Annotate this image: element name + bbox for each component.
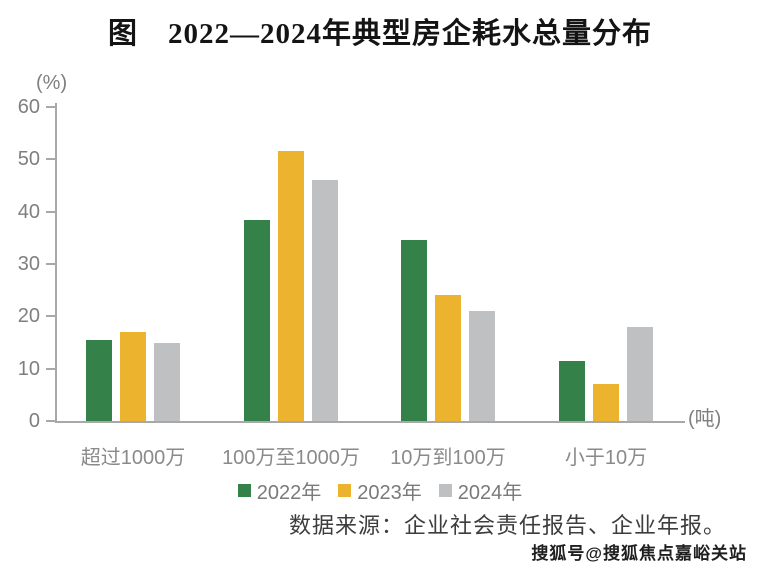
legend-item: 2024年 [438, 476, 523, 505]
y-axis-tick [46, 263, 55, 265]
y-axis-tick-label: 30 [17, 253, 40, 275]
bar [627, 326, 653, 421]
y-axis-tick-label: 60 [17, 96, 40, 118]
y-axis-tick-label: 40 [17, 200, 40, 223]
legend-swatch [338, 484, 352, 497]
legend-swatch [237, 484, 251, 497]
x-axis-unit: (吨) [688, 408, 722, 430]
plot-area: 0 10 20 30 40 50 60 超过1000万 100万至1000万 10万到100万 小于… [18, 96, 685, 469]
y-axis-tick [46, 315, 55, 318]
y-axis-tick-label: 10 [17, 357, 40, 380]
legend-label: 2022年 [256, 482, 322, 504]
x-axis-label: 100万至1000万 [222, 447, 360, 469]
y-axis-tick [46, 106, 55, 108]
bar [401, 240, 427, 421]
legend: 2022年 2023年 2024年 [0, 476, 760, 505]
bar [154, 342, 180, 421]
bar [559, 360, 585, 421]
bar [86, 339, 112, 421]
legend-item: 2023年 [338, 476, 422, 505]
bar [593, 384, 619, 421]
legend-label: 2024年 [457, 482, 523, 504]
legend-swatch [438, 484, 452, 497]
x-axis-label: 小于10万 [564, 447, 648, 469]
y-axis-tick-label: 20 [17, 305, 40, 328]
y-axis-tick [46, 210, 55, 213]
x-axis-label: 10万到100万 [390, 447, 506, 469]
source-note: 数据来源：企业社会责任报告、企业年报。 [288, 513, 726, 538]
bar [435, 295, 461, 421]
bar [469, 311, 495, 421]
bar [244, 219, 270, 421]
watermark: 搜狐号@搜狐焦点嘉峪关站 [531, 544, 747, 563]
y-axis-unit: (%) [36, 72, 68, 94]
y-axis-tick [46, 367, 55, 370]
y-axis-tick-label: 0 [28, 410, 40, 432]
chart-title: 图 2022—2024年典型房企耗水总量分布 [107, 18, 652, 50]
y-axis-tick [46, 420, 55, 422]
legend-item: 2022年 [237, 476, 322, 505]
y-axis-tick [46, 158, 55, 161]
legend-label: 2023年 [357, 482, 422, 504]
bar [120, 332, 146, 421]
bar [278, 151, 304, 421]
x-axis-label: 超过1000万 [80, 447, 186, 469]
y-axis-tick-label: 50 [17, 148, 40, 171]
bar [312, 180, 338, 421]
